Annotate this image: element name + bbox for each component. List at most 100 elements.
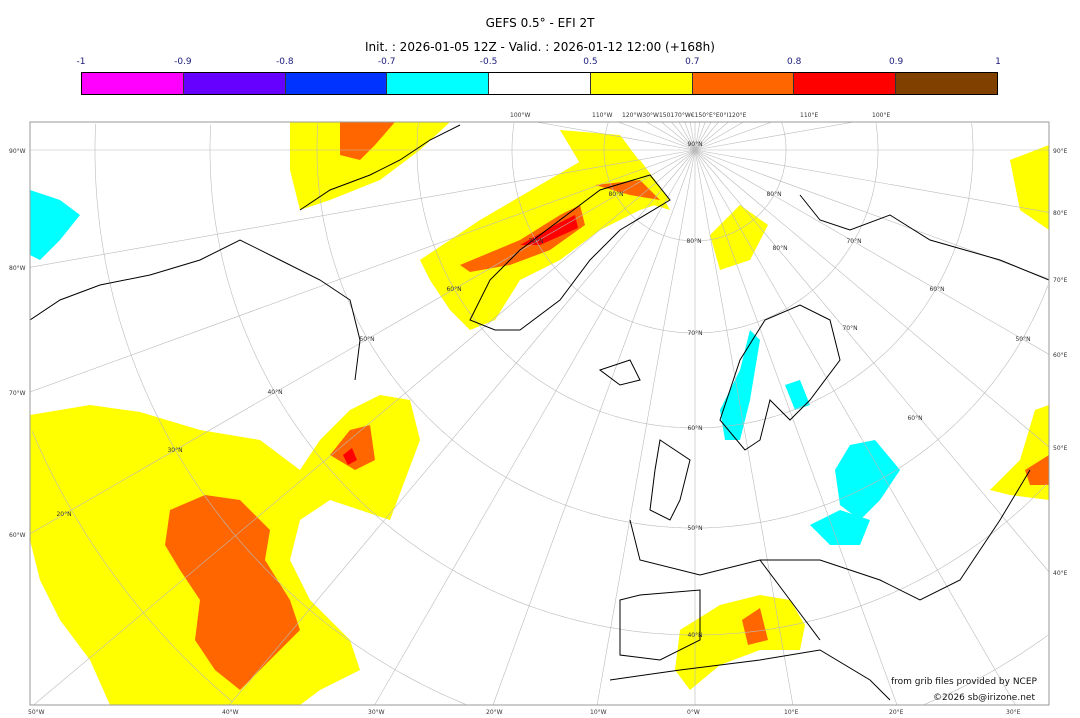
axis-label: 20°E — [889, 709, 904, 716]
grid-labels: 90°N 80°N 70°N 60°N 50°N 40°N 30°N 20°N 60°N 70°N… — [56, 141, 1030, 639]
axis-label: 30°E — [1006, 709, 1021, 716]
meridian-line — [694, 149, 794, 705]
axis-label: 110°E — [800, 112, 819, 119]
latitude-circle — [94, 123, 1048, 705]
coastlines — [30, 124, 1049, 701]
meridian-line — [646, 122, 696, 151]
orange-area-atlantic — [165, 495, 300, 690]
latitude-circle — [31, 431, 233, 702]
grid-label: 30°N — [167, 447, 182, 454]
axis-label: 10°E — [784, 709, 799, 716]
colorbar-label: 1 — [995, 57, 1001, 67]
orange-area-caspian — [1025, 455, 1049, 485]
colorbar-label: -0.9 — [174, 57, 192, 67]
colorbar-segment — [794, 73, 897, 94]
grid-label: 20°N — [56, 511, 71, 518]
colorbar-segment — [896, 73, 998, 94]
meridian-line — [694, 149, 1049, 213]
grid-label: 50°N — [1015, 336, 1030, 343]
map-title: GEFS 0.5° - EFI 2T — [485, 16, 595, 30]
axis-label: 60°E — [1053, 352, 1068, 359]
meridian-line — [694, 149, 1049, 355]
grid-label: 70°N — [842, 325, 857, 332]
yellow-area-canada — [290, 122, 450, 210]
grid-label: 90°N — [687, 141, 702, 148]
cyan-area-centraleurope — [810, 510, 870, 545]
axis-label: 10°W — [590, 709, 607, 716]
latitude-circle — [416, 123, 974, 429]
cyan-area-norway — [720, 330, 760, 440]
orange-area-greenland — [460, 205, 585, 272]
meridian-line — [694, 149, 898, 705]
meridian-line — [596, 149, 696, 705]
axis-label: 40°W — [222, 709, 239, 716]
meridian-line — [30, 149, 696, 393]
meridian-line — [671, 122, 696, 151]
data-source-credit: from grib files provided by NCEP — [891, 677, 1037, 687]
meridian-line — [30, 149, 696, 268]
grid-label: 40°N — [267, 389, 282, 396]
grid-label: 80°N — [766, 191, 781, 198]
orange-area-canada — [340, 122, 395, 160]
grid-label: 70°N — [846, 238, 861, 245]
colorbar-segment — [692, 73, 795, 94]
efi-field — [30, 122, 1049, 705]
colorbar-segment — [285, 73, 388, 94]
yellow-area-scandinavia — [710, 205, 768, 270]
map-subtitle: Init. : 2026-01-05 12Z - Valid. : 2026-0… — [365, 40, 715, 54]
grid-label: 50°N — [359, 336, 374, 343]
colorbar-segment — [82, 73, 184, 94]
axis-label: 60°W — [9, 532, 26, 539]
axis-label: 0°W — [687, 709, 700, 716]
axis-label: 80°E — [1053, 210, 1068, 217]
axis-label: 70°E — [1053, 277, 1068, 284]
red-spot — [343, 448, 357, 465]
copyright: ©2026 sb@irizone.net — [933, 693, 1035, 703]
latitude-circle — [603, 122, 787, 242]
grid-label: 80°N — [686, 238, 701, 245]
grid-label: 60°N — [929, 286, 944, 293]
colorbar-label: 0.9 — [888, 57, 904, 67]
axis-label: 20°W — [486, 709, 503, 716]
axis-label: 120°W30°W150170°W€150°E°E0°I120°E — [622, 112, 747, 119]
cyan-area-ukraine — [835, 440, 900, 520]
axis-label: 70°W — [9, 390, 26, 397]
meridian-line — [694, 122, 729, 151]
cyan-area-alaska — [30, 190, 80, 260]
meridian-line — [694, 149, 1049, 448]
colorbar-label: -0.7 — [377, 57, 396, 67]
map-frame — [29, 121, 1050, 706]
meridian-line — [689, 122, 696, 151]
colorbar-label: -0.5 — [479, 57, 498, 67]
colorbar — [81, 72, 998, 95]
meridian-line — [694, 122, 773, 151]
meridian-line — [617, 122, 696, 151]
meridian-line — [684, 122, 696, 151]
colorbar-segment — [489, 73, 591, 94]
axis-label: 100°W — [510, 112, 531, 119]
meridian-line — [678, 122, 696, 151]
cyan-area-finland — [785, 380, 810, 410]
meridian-line — [229, 149, 696, 705]
axis-label: 50°W — [28, 709, 45, 716]
yellow-area-caspian — [990, 405, 1049, 500]
axis-label: 100°E — [872, 112, 891, 119]
axis-label: 110°W — [592, 112, 613, 119]
meridian-line — [694, 122, 712, 151]
colorbar-label: -0.8 — [275, 57, 294, 67]
meridian-line — [694, 122, 854, 151]
meridian-line — [694, 122, 744, 151]
axis-label: 80°W — [9, 265, 26, 272]
colorbar-segment — [183, 73, 286, 94]
latitude-circle — [209, 124, 1048, 636]
meridian-line — [374, 149, 696, 705]
grid-label: 80°N — [772, 245, 787, 252]
meridian-line — [661, 122, 696, 151]
grid-label: 60°N — [907, 415, 922, 422]
meridian-line — [33, 149, 696, 705]
grid-label: 60°N — [446, 286, 461, 293]
meridian-line — [694, 149, 1049, 573]
meridian-line — [694, 122, 719, 151]
axis-label: 40°E — [1053, 570, 1068, 577]
colorbar-label: 0.8 — [787, 57, 802, 67]
